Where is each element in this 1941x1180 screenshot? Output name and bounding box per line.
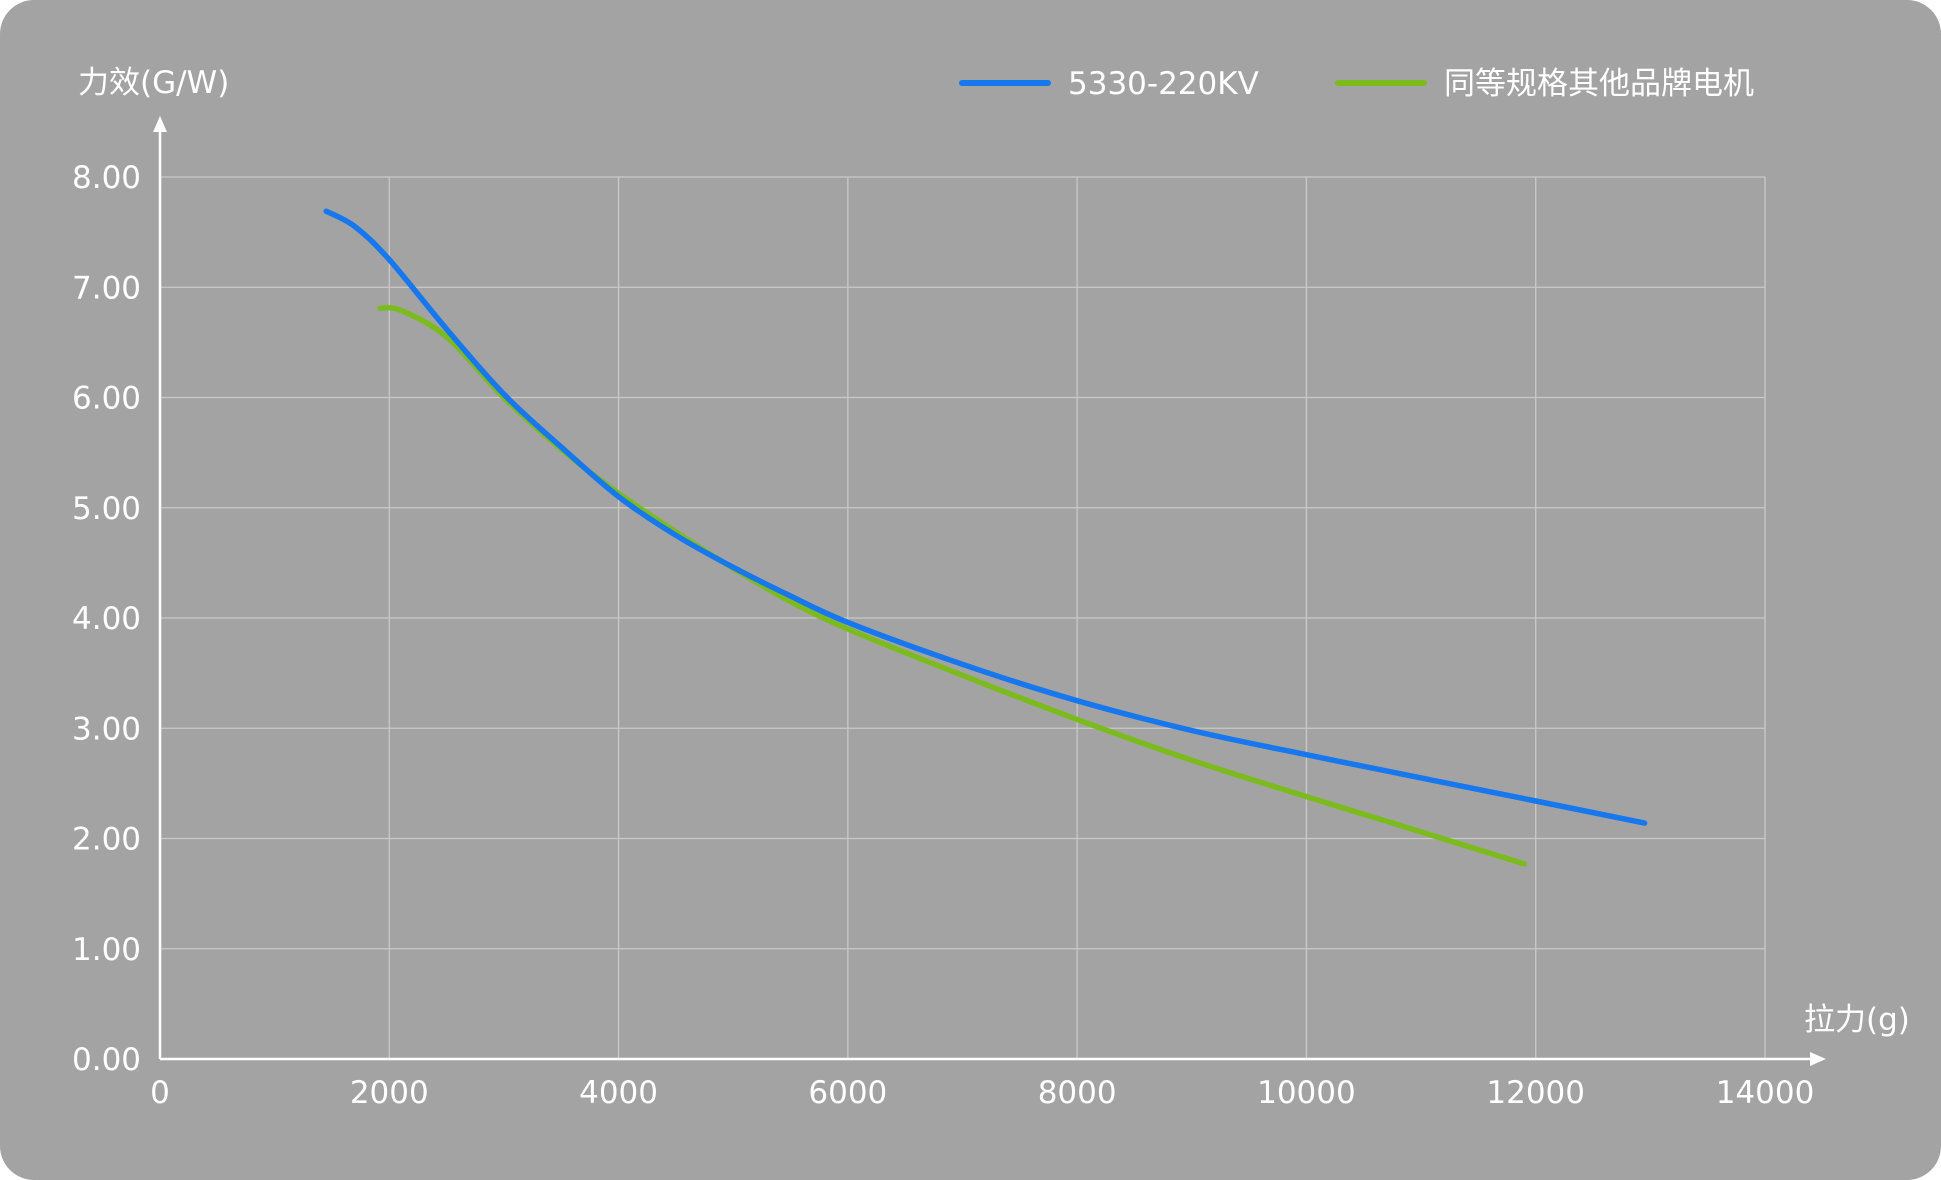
legend-label-series-2: 同等规格其他品牌电机 [1444, 66, 1754, 102]
series-lines [323, 208, 1648, 867]
x-tick-label: 8000 [1038, 1075, 1117, 1111]
grid [160, 176, 1766, 1059]
y-tick-label: 5.00 [72, 491, 141, 527]
y-tick-label: 4.00 [72, 601, 141, 637]
x-tick-label: 4000 [579, 1075, 658, 1111]
series-line-2 [377, 304, 1528, 867]
x-tick-label: 0 [150, 1075, 170, 1111]
y-tick-label: 0.00 [72, 1042, 141, 1078]
y-tick-label: 7.00 [72, 270, 141, 306]
y-tick-label: 8.00 [72, 160, 141, 196]
x-tick-label: 10000 [1257, 1075, 1356, 1111]
x-tick-label: 12000 [1486, 1075, 1585, 1111]
x-tick-label: 2000 [350, 1075, 429, 1111]
legend-label-series-1: 5330-220KV [1068, 66, 1259, 102]
x-axis-title: 拉力(g) [1804, 1002, 1910, 1038]
y-tick-label: 2.00 [72, 822, 141, 858]
legend: 5330-220KV 同等规格其他品牌电机 [959, 66, 1754, 102]
x-axis-arrow-icon [1810, 1052, 1826, 1066]
x-tick-labels: 0 2000 4000 6000 8000 10000 12000 14000 [150, 1075, 1814, 1111]
y-axis-title: 力效(G/W) [78, 65, 229, 101]
axes [153, 116, 1826, 1066]
y-tick-label: 3.00 [72, 711, 141, 747]
series-line-1 [323, 208, 1648, 826]
x-tick-label: 14000 [1716, 1075, 1815, 1111]
y-tick-label: 1.00 [72, 932, 141, 968]
x-tick-label: 6000 [808, 1075, 887, 1111]
y-tick-label: 6.00 [72, 381, 141, 417]
y-tick-labels: 0.00 1.00 2.00 3.00 4.00 5.00 6.00 7.00 8.00 [72, 160, 141, 1078]
y-axis-arrow-icon [153, 116, 167, 132]
